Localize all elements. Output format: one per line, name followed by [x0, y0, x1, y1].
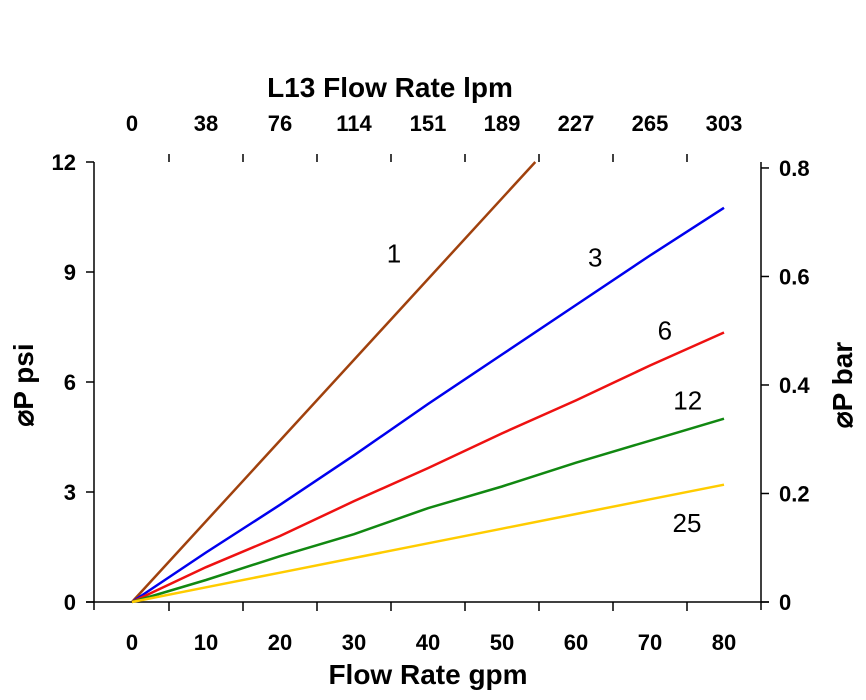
series-label-12: 12: [673, 385, 702, 415]
y-tick-label: 6: [64, 370, 76, 395]
x-top-tick-label: 265: [632, 111, 669, 136]
x-tick-label: 20: [268, 630, 292, 655]
x-top-tick-label: 151: [410, 111, 447, 136]
y-axis-right-label: ⌀P bar: [827, 342, 858, 428]
x-top-tick-label: 0: [126, 111, 138, 136]
axes: 0 10 20 30 40 50 60 70 800 38 76 114 151 189 227 265 303…: [52, 111, 811, 655]
y-right-tick-label: 0: [779, 590, 791, 615]
series-line-3: [131, 206, 725, 604]
x-tick-label: 60: [564, 630, 588, 655]
x-top-tick-label: 189: [484, 111, 521, 136]
y-tick-label: 3: [64, 480, 76, 505]
y-tick-label: 12: [52, 150, 76, 175]
y-right-tick-label: 0.6: [779, 264, 810, 289]
x-top-tick-label: 227: [558, 111, 595, 136]
x-top-tick-label: 114: [336, 111, 372, 136]
x-tick-label: 40: [416, 630, 440, 655]
y-right-tick-label: 0.2: [779, 481, 810, 506]
x-top-tick-label: 303: [706, 111, 743, 136]
series-label-6: 6: [658, 316, 672, 346]
y-tick-label: 0: [64, 590, 76, 615]
x-tick-label: 80: [712, 630, 736, 655]
series-line-25: [131, 483, 725, 604]
series-line-6: [131, 331, 725, 604]
y-right-tick-label: 0.8: [779, 156, 810, 181]
x-tick-label: 50: [490, 630, 514, 655]
x-tick-label: 70: [638, 630, 662, 655]
series-lines: 1 3 6 12 25: [131, 161, 725, 604]
series-label-3: 3: [588, 242, 602, 272]
x-top-tick-label: 76: [268, 111, 292, 136]
series-line-1: [131, 161, 537, 603]
x-tick-label: 10: [194, 630, 218, 655]
y-axis-label: ⌀P psi: [8, 343, 39, 426]
y-right-tick-label: 0.4: [779, 373, 810, 398]
series-line-12: [131, 417, 725, 604]
chart-title: L13 Flow Rate lpm: [267, 72, 513, 103]
x-top-tick-label: 38: [194, 111, 218, 136]
x-axis-label: Flow Rate gpm: [328, 659, 527, 690]
x-tick-label: 0: [126, 630, 138, 655]
x-tick-label: 30: [342, 630, 366, 655]
y-tick-label: 9: [64, 260, 76, 285]
series-label-25: 25: [673, 508, 702, 538]
series-label-1: 1: [387, 239, 401, 269]
